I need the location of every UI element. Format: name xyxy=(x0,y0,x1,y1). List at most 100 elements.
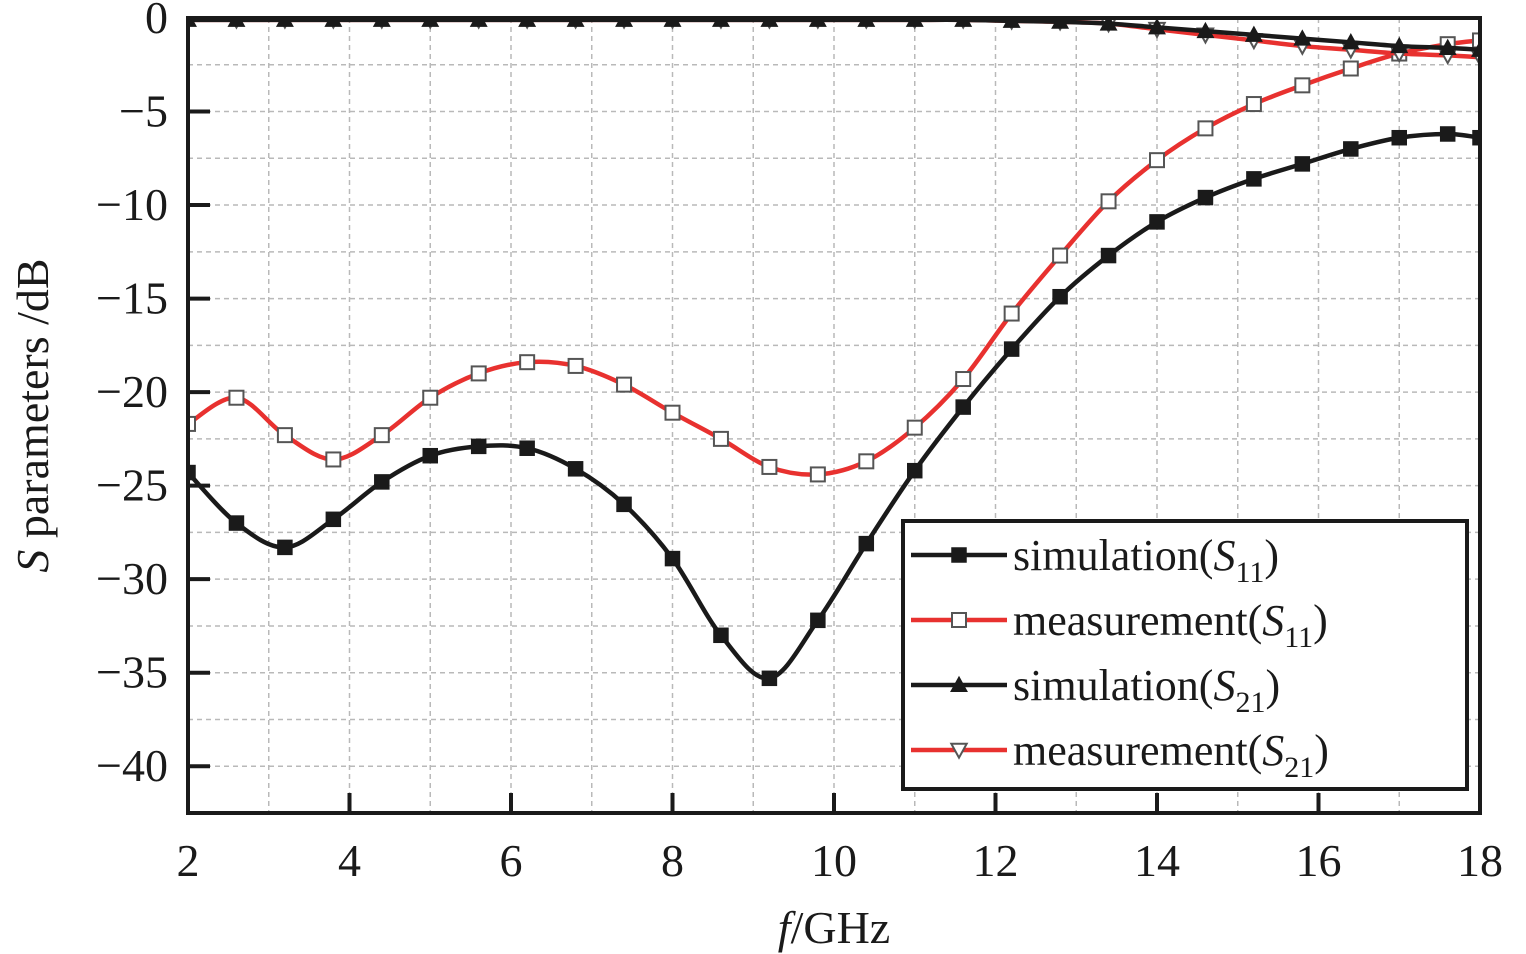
data-point xyxy=(1293,29,1312,46)
legend-label-close: ) xyxy=(1314,726,1329,775)
legend-label-base: measurement( xyxy=(1013,726,1262,775)
legend-box xyxy=(901,519,1469,791)
data-point xyxy=(1052,288,1068,305)
y-tick-label: −25 xyxy=(96,460,168,511)
data-point xyxy=(1438,38,1457,55)
y-tick-label: −15 xyxy=(96,273,168,324)
x-tick-label: 10 xyxy=(811,835,857,886)
data-point xyxy=(1472,32,1480,49)
x-tick-label: 14 xyxy=(1134,835,1180,886)
data-point xyxy=(616,376,633,393)
data-point xyxy=(950,675,968,693)
data-point xyxy=(1245,96,1262,113)
data-point xyxy=(188,464,196,481)
series-line xyxy=(188,38,1480,477)
data-point xyxy=(664,550,681,567)
data-point xyxy=(1197,120,1214,137)
x-tick-label: 12 xyxy=(973,835,1019,886)
data-point xyxy=(1148,18,1166,35)
data-point xyxy=(470,438,487,455)
y-tick-label: −30 xyxy=(96,553,168,604)
data-point xyxy=(276,427,293,444)
data-point xyxy=(951,547,967,563)
tick-labels: 2 4 6 8 10 12 14 16 18 0 −5 −10 −15 −20 −25 −30 −35 −40 xyxy=(96,0,1503,886)
y-axis-title-text: parameters /dB xyxy=(7,258,58,549)
y-tick-label: −5 xyxy=(119,86,168,137)
legend-label-close: ) xyxy=(1265,661,1280,710)
legend-label: simulation(S11) xyxy=(1013,531,1279,589)
data-point xyxy=(188,415,196,432)
legend-label: measurement(S21) xyxy=(1013,726,1329,784)
series-line xyxy=(188,131,1480,681)
data-point xyxy=(1390,36,1409,54)
data-point xyxy=(949,742,969,760)
data-point xyxy=(1100,193,1117,210)
data-point xyxy=(1439,126,1456,142)
data-point xyxy=(1099,18,1118,31)
y-axis-title-symbol: S xyxy=(7,550,58,573)
data-point xyxy=(1100,247,1117,264)
y-tick-label: −40 xyxy=(96,740,168,791)
data-point xyxy=(951,612,967,628)
legend-label-symbol: S xyxy=(1262,596,1284,645)
data-point xyxy=(1197,189,1214,206)
data-point xyxy=(1052,247,1069,264)
data-point xyxy=(277,539,293,556)
data-point xyxy=(567,357,584,374)
legend-label-close: ) xyxy=(1264,531,1279,580)
data-point xyxy=(325,511,342,528)
data-point xyxy=(519,354,536,371)
data-point xyxy=(1246,171,1262,187)
y-tick-label: −10 xyxy=(96,179,168,230)
x-tick-label: 6 xyxy=(500,835,523,886)
data-point xyxy=(567,461,584,477)
data-point xyxy=(1149,214,1165,230)
legend-label-close: ) xyxy=(1313,596,1328,645)
legend-label: simulation(S21) xyxy=(1013,661,1280,719)
x-tick-label: 8 xyxy=(661,835,684,886)
data-point xyxy=(1244,25,1263,42)
data-point xyxy=(1149,152,1165,169)
y-tick-label: −35 xyxy=(96,647,168,698)
y-tick-label: 0 xyxy=(145,0,168,43)
legend-entry: simulation(S11) xyxy=(911,531,1279,589)
data-point xyxy=(422,447,438,464)
data-point xyxy=(858,535,875,552)
data-point xyxy=(761,458,778,475)
legend-label-subscript: 11 xyxy=(1235,556,1264,589)
x-tick-label: 2 xyxy=(177,835,200,886)
data-point xyxy=(470,365,487,382)
data-point xyxy=(664,404,681,421)
data-point xyxy=(906,419,923,436)
data-point xyxy=(1343,141,1359,157)
data-point xyxy=(1342,60,1359,77)
data-point xyxy=(374,474,390,490)
data-point xyxy=(1003,341,1020,357)
x-tick-label: 18 xyxy=(1457,835,1503,886)
data-point xyxy=(1051,18,1070,29)
legend-label-symbol: S xyxy=(1213,661,1235,710)
legend-label-symbol: S xyxy=(1262,726,1284,775)
data-point xyxy=(713,627,729,644)
data-point xyxy=(955,399,971,415)
data-point xyxy=(1294,77,1311,94)
data-point xyxy=(810,612,826,629)
data-point xyxy=(1002,18,1021,28)
legend-label-subscript: 21 xyxy=(1284,751,1314,784)
series-1 xyxy=(188,32,1480,483)
y-axis-title: S parameters /dB xyxy=(7,258,58,572)
series-0 xyxy=(188,126,1480,687)
legend-label-subscript: 21 xyxy=(1235,686,1265,719)
legend-label: measurement(S11) xyxy=(1013,596,1328,654)
legend-label-base: simulation( xyxy=(1013,531,1213,580)
legend: simulation(S11)measurement(S11)simulatio… xyxy=(901,519,1469,791)
data-point xyxy=(907,462,923,479)
data-point xyxy=(228,515,245,531)
legend-entries: simulation(S11)measurement(S11)simulatio… xyxy=(911,531,1329,784)
data-point xyxy=(809,466,826,483)
data-point xyxy=(422,389,439,406)
data-point xyxy=(1341,33,1360,50)
data-point xyxy=(373,427,390,444)
ticks xyxy=(186,16,1482,813)
